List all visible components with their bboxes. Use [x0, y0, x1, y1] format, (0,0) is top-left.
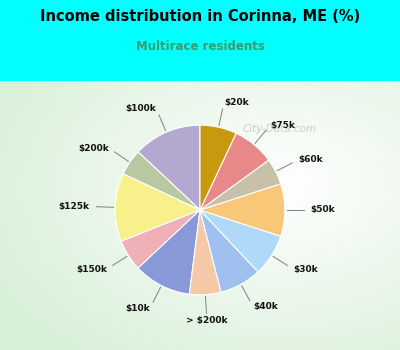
Wedge shape: [121, 210, 200, 268]
Text: $40k: $40k: [253, 302, 278, 311]
Text: $50k: $50k: [310, 205, 335, 215]
Text: $30k: $30k: [293, 265, 318, 274]
Text: City-Data.com: City-Data.com: [243, 125, 317, 134]
Text: > $200k: > $200k: [186, 316, 228, 324]
Wedge shape: [200, 133, 269, 210]
Wedge shape: [200, 160, 281, 210]
Text: Income distribution in Corinna, ME (%): Income distribution in Corinna, ME (%): [40, 9, 360, 24]
Text: $125k: $125k: [59, 202, 90, 211]
Wedge shape: [189, 210, 221, 295]
Text: Multirace residents: Multirace residents: [136, 40, 264, 53]
Wedge shape: [138, 210, 200, 294]
Wedge shape: [200, 210, 258, 292]
Text: $200k: $200k: [78, 144, 109, 153]
Wedge shape: [123, 152, 200, 210]
Wedge shape: [200, 210, 281, 272]
Wedge shape: [200, 184, 285, 236]
Wedge shape: [138, 125, 200, 210]
Text: $100k: $100k: [126, 104, 156, 113]
Text: $10k: $10k: [125, 304, 150, 313]
Wedge shape: [200, 125, 236, 210]
Wedge shape: [115, 174, 200, 241]
Text: $60k: $60k: [298, 155, 323, 164]
Text: $150k: $150k: [76, 265, 107, 274]
Text: $75k: $75k: [270, 120, 295, 130]
Text: $20k: $20k: [224, 98, 249, 107]
